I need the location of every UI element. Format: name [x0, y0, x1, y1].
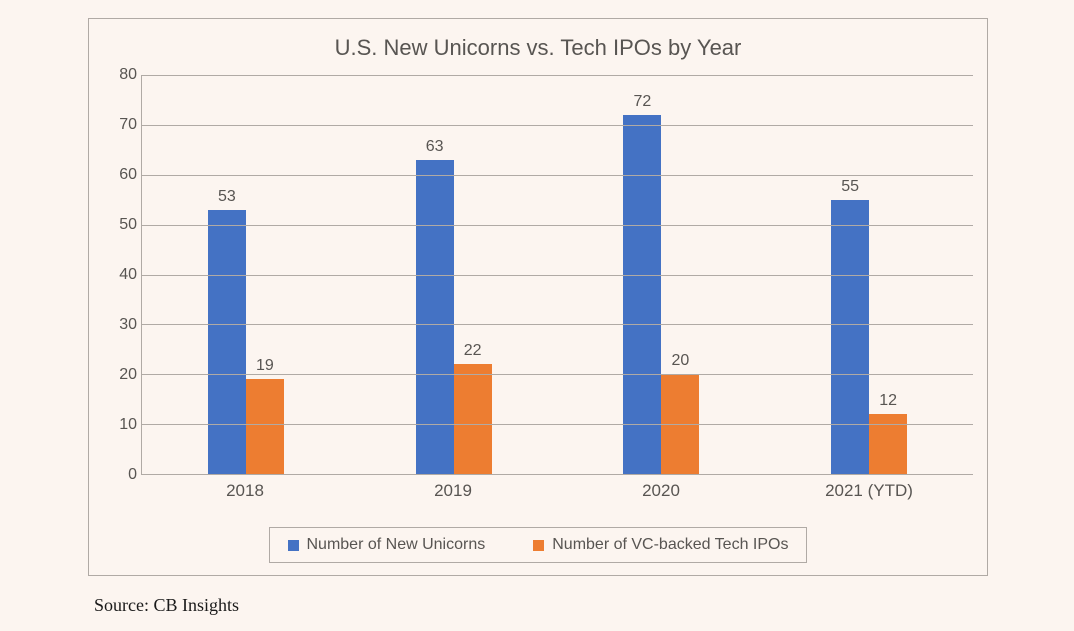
bar-value-label: 53 — [218, 188, 236, 206]
y-tick-label: 80 — [103, 66, 137, 84]
bar: 72 — [623, 115, 661, 474]
chart-title: U.S. New Unicorns vs. Tech IPOs by Year — [103, 35, 973, 61]
source-line: Source: CB Insights — [94, 595, 239, 616]
y-axis-labels: 01020304050607080 — [103, 75, 137, 475]
x-tick-label: 2021 (YTD) — [825, 481, 913, 501]
x-tick-label: 2018 — [226, 481, 264, 501]
bar-value-label: 12 — [879, 392, 897, 410]
bar: 12 — [869, 414, 907, 474]
bar-value-label: 55 — [841, 178, 859, 196]
grid-line — [142, 275, 973, 276]
y-tick-label: 40 — [103, 266, 137, 284]
legend: Number of New Unicorns Number of VC-backe… — [269, 527, 808, 563]
legend-label: Number of VC-backed Tech IPOs — [552, 536, 788, 554]
y-tick-label: 20 — [103, 366, 137, 384]
legend-item: Number of New Unicorns — [288, 536, 486, 554]
bar-value-label: 72 — [633, 93, 651, 111]
y-tick-label: 10 — [103, 416, 137, 434]
plot-area: 01020304050607080 5319632272205512 — [141, 75, 973, 475]
bar: 55 — [831, 200, 869, 474]
grid-line — [142, 125, 973, 126]
y-tick-label: 30 — [103, 316, 137, 334]
bar-value-label: 63 — [426, 138, 444, 156]
grid-line — [142, 374, 973, 375]
grid-line — [142, 424, 973, 425]
bar-value-label: 19 — [256, 357, 274, 375]
legend-label: Number of New Unicorns — [307, 536, 486, 554]
legend-swatch — [288, 540, 299, 551]
grid-line — [142, 175, 973, 176]
grid-line — [142, 324, 973, 325]
grid-line — [142, 75, 973, 76]
bar: 53 — [208, 210, 246, 474]
chart-card: U.S. New Unicorns vs. Tech IPOs by Year … — [88, 18, 988, 576]
y-tick-label: 50 — [103, 216, 137, 234]
bar-value-label: 22 — [464, 342, 482, 360]
bar-value-label: 20 — [671, 352, 689, 370]
y-tick-label: 60 — [103, 166, 137, 184]
plot: 5319632272205512 — [141, 75, 973, 475]
x-axis-labels: 2018 2019 2020 2021 (YTD) — [141, 481, 973, 513]
grid-line — [142, 225, 973, 226]
x-tick-label: 2020 — [642, 481, 680, 501]
bar: 19 — [246, 379, 284, 474]
y-tick-label: 0 — [103, 466, 137, 484]
bar: 22 — [454, 364, 492, 474]
x-tick-label: 2019 — [434, 481, 472, 501]
bar: 63 — [416, 160, 454, 474]
legend-swatch — [533, 540, 544, 551]
y-tick-label: 70 — [103, 116, 137, 134]
legend-item: Number of VC-backed Tech IPOs — [533, 536, 788, 554]
